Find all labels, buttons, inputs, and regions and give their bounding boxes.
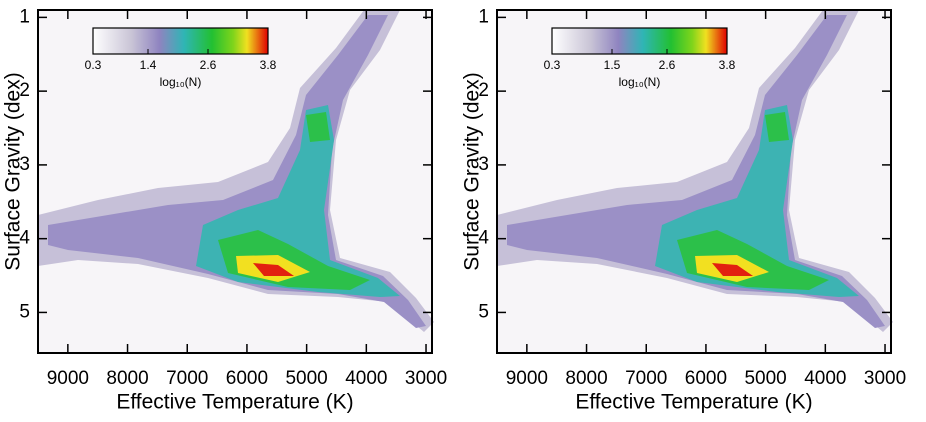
y-tick-label: 4 [19,228,30,249]
x-axis-label: Effective Temperature (K) [575,391,812,414]
colorbar-tick-label: 0.3 [85,58,102,72]
x-tick-label: 9000 [47,368,89,389]
y-tick-label: 3 [19,154,30,175]
plot-frame [37,9,433,354]
y-tick-label: 3 [478,154,489,175]
y-tick-label: 5 [478,301,489,322]
colorbar [551,27,728,55]
colorbar-tick-label: 3.8 [719,58,736,72]
x-tick-label: 6000 [226,368,268,389]
y-tick-label: 4 [478,228,489,249]
y-tick-label: 1 [478,6,489,27]
colorbar-label: log₁₀(N) [619,75,661,89]
y-tick-label: 2 [19,80,30,101]
colorbar-label: log₁₀(N) [160,75,202,89]
colorbar-tick-label: 2.6 [659,58,676,72]
y-tick-label: 1 [19,6,30,27]
x-tick-label: 7000 [625,368,667,389]
y-tick-label: 5 [19,301,30,322]
colorbar-tick-label: 1.5 [604,58,621,72]
x-tick-label: 4000 [345,368,387,389]
y-axis-label: Surface Gravity (dex) [461,72,484,270]
panel: 9000 8000 7000 6000 5000 4000 3000 1 2 3 4 5 Effecti… [461,6,907,413]
y-axis-label: Surface Gravity (dex) [2,72,25,270]
x-tick-label: 8000 [565,368,607,389]
x-tick-label: 8000 [106,368,148,389]
x-axis-label: Effective Temperature (K) [116,391,353,414]
x-tick-label: 3000 [864,368,906,389]
x-tick-label: 5000 [285,368,327,389]
x-tick-label: 6000 [685,368,727,389]
colorbar-tick-label: 1.4 [140,58,157,72]
x-tick-label: 9000 [506,368,548,389]
colorbar [92,27,269,55]
colorbar-tick-label: 3.8 [260,58,277,72]
y-tick-label: 2 [478,80,489,101]
plot-frame [496,9,892,354]
x-tick-label: 5000 [744,368,786,389]
x-tick-label: 7000 [166,368,208,389]
panel: 9000 8000 7000 6000 5000 4000 3000 1 2 3 4 5 Effecti… [2,6,448,413]
x-tick-label: 4000 [804,368,846,389]
colorbar-tick-label: 2.6 [200,58,217,72]
colorbar-tick-label: 0.3 [544,58,561,72]
x-tick-label: 3000 [405,368,447,389]
